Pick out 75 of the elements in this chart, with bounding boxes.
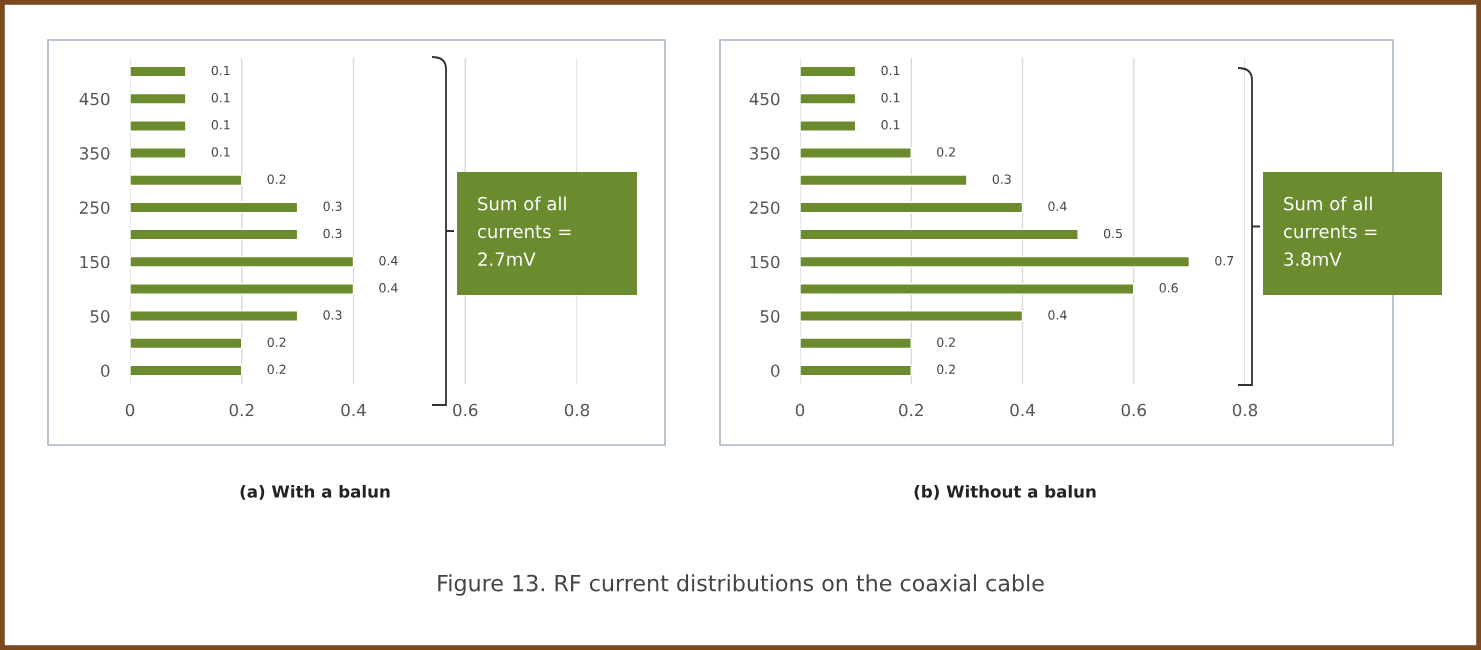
data-label: 0.2 [937,337,955,347]
bar [800,364,912,377]
y-tick-label: 150 [80,255,110,269]
bar [130,310,299,322]
data-label: 0.3 [323,310,342,320]
bar [130,201,299,214]
y-tick-label: 50 [760,310,780,323]
bar [800,228,1079,241]
x-tick-label: 0.8 [564,403,590,417]
data-label: 0.1 [881,92,900,103]
y-tick-label: 350 [750,147,780,160]
y-tick-label: 250 [79,201,110,214]
y-tick-label: 250 [749,201,780,214]
bar [130,337,243,350]
bar [130,255,355,268]
bar [800,310,1024,322]
bar [130,92,187,105]
data-label: 0.4 [379,283,398,293]
data-label: 0.1 [881,120,900,130]
x-tick-label: 0.4 [341,403,366,417]
data-label: 0.1 [211,147,230,157]
bar [800,201,1024,214]
x-tick-label: 0.6 [453,403,478,417]
bar [130,147,187,159]
bar [800,92,857,105]
bar [800,283,1135,295]
data-label: 0.2 [267,337,286,347]
text: Sum of all currents = 3.8mV [1284,196,1377,266]
data-label: 0.1 [881,65,900,76]
x-tick-label: 0.4 [1010,403,1035,417]
bar [130,228,299,241]
data-label: 0.6 [1159,283,1178,293]
x-tick-label: 0.8 [1232,403,1258,417]
annotation: Sum of all currents = 2.7mV [478,196,571,266]
data-label: 0.4 [1048,310,1067,320]
data-label: 0.2 [937,147,955,157]
y-tick-label: 0 [101,364,110,377]
data-label: 0.1 [211,120,230,130]
x-tick-label: 0.6 [1121,403,1146,417]
text: (b) Without a balun [914,484,1096,500]
x-tick-label: 0 [795,403,805,417]
bar [800,337,912,350]
bar [130,283,355,295]
data-label: 0.5 [1103,228,1122,239]
y-tick-label: 450 [749,92,780,106]
bar [130,364,243,377]
text: (a) With a balun [240,484,390,500]
y-tick-label: 150 [750,255,780,269]
data-label: 0.3 [992,174,1011,184]
data-label: 0.4 [379,255,398,266]
data-label: 0.4 [1048,201,1067,212]
y-tick-label: 450 [79,92,110,106]
y-tick-label: 350 [80,147,110,160]
bar [130,65,187,78]
data-label: 0.1 [211,92,230,103]
bar [800,65,857,78]
bar [130,120,187,132]
y-tick-label: 0 [771,364,780,377]
y-tick-label: 50 [90,310,110,323]
bar [800,255,1191,268]
bar [800,120,857,132]
bar [800,174,968,187]
data-label: 0.2 [267,364,286,375]
bar [130,174,243,187]
data-label: 0.3 [323,201,342,212]
data-label: 0.3 [323,228,342,239]
data-label: 0.1 [211,65,230,76]
x-tick-label: 0 [125,403,135,417]
data-label: 0.2 [937,364,955,375]
bar [800,147,912,159]
x-tick-label: 0.2 [229,403,254,417]
data-label: 0.7 [1215,255,1234,266]
data-label: 0.2 [267,174,286,184]
caption: Figure 13. RF current distributions on the coaxial cable [438,574,1044,596]
x-tick-label: 0.2 [899,403,923,417]
